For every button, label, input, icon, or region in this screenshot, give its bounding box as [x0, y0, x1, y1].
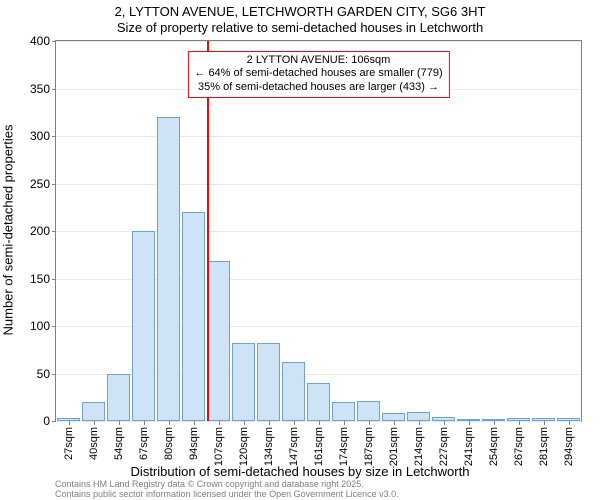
bar	[307, 383, 331, 421]
x-tick-mark	[294, 421, 295, 425]
bar	[207, 261, 231, 421]
x-tick-label: 80sqm	[163, 427, 175, 460]
y-tick-label: 250	[30, 177, 50, 191]
y-tick-mark	[52, 41, 56, 42]
bar	[132, 231, 156, 421]
x-tick-mark	[144, 421, 145, 425]
plot-area: 05010015020025030035040027sqm40sqm54sqm6…	[55, 40, 582, 422]
y-tick-label: 100	[30, 319, 50, 333]
bar	[332, 402, 356, 421]
footer-attribution: Contains HM Land Registry data © Crown c…	[55, 480, 399, 500]
x-tick-label: 67sqm	[138, 427, 150, 460]
bar	[257, 343, 281, 421]
x-tick-label: 214sqm	[413, 427, 425, 466]
footer-line-2: Contains public sector information licen…	[55, 490, 399, 500]
bar	[82, 402, 106, 421]
y-tick-label: 50	[37, 367, 50, 381]
reference-line	[207, 41, 209, 421]
x-tick-label: 174sqm	[338, 427, 350, 466]
x-tick-label: 107sqm	[213, 427, 225, 466]
y-tick-label: 400	[30, 34, 50, 48]
bar	[107, 374, 131, 422]
x-tick-label: 201sqm	[388, 427, 400, 466]
x-tick-label: 187sqm	[363, 427, 375, 466]
x-tick-mark	[569, 421, 570, 425]
bar	[157, 117, 181, 421]
y-tick-mark	[52, 184, 56, 185]
x-tick-label: 94sqm	[188, 427, 200, 460]
x-tick-label: 294sqm	[563, 427, 575, 466]
annotation-line: ← 64% of semi-detached houses are smalle…	[194, 67, 442, 81]
y-tick-mark	[52, 231, 56, 232]
x-tick-mark	[69, 421, 70, 425]
bar	[232, 343, 256, 421]
y-tick-mark	[52, 279, 56, 280]
x-tick-mark	[169, 421, 170, 425]
x-tick-mark	[544, 421, 545, 425]
x-tick-mark	[344, 421, 345, 425]
x-tick-label: 227sqm	[438, 427, 450, 466]
annotation-line: 35% of semi-detached houses are larger (…	[194, 81, 442, 95]
x-tick-label: 241sqm	[463, 427, 475, 466]
y-tick-label: 0	[43, 414, 50, 428]
x-tick-mark	[394, 421, 395, 425]
annotation-box: 2 LYTTON AVENUE: 106sqm← 64% of semi-det…	[187, 51, 449, 98]
x-axis-label: Distribution of semi-detached houses by …	[0, 464, 600, 479]
y-tick-mark	[52, 89, 56, 90]
y-tick-label: 200	[30, 224, 50, 238]
x-tick-mark	[444, 421, 445, 425]
x-tick-label: 120sqm	[238, 427, 250, 466]
x-tick-mark	[244, 421, 245, 425]
x-tick-label: 134sqm	[263, 427, 275, 466]
x-tick-mark	[219, 421, 220, 425]
x-tick-label: 267sqm	[513, 427, 525, 466]
x-tick-label: 54sqm	[113, 427, 125, 460]
x-tick-mark	[469, 421, 470, 425]
x-tick-mark	[94, 421, 95, 425]
x-tick-label: 254sqm	[488, 427, 500, 466]
x-tick-mark	[519, 421, 520, 425]
chart-subtitle: Size of property relative to semi-detach…	[0, 20, 600, 36]
y-tick-mark	[52, 421, 56, 422]
y-tick-label: 350	[30, 82, 50, 96]
x-tick-mark	[369, 421, 370, 425]
y-tick-mark	[52, 326, 56, 327]
y-tick-label: 300	[30, 129, 50, 143]
gridline	[56, 41, 581, 42]
y-tick-mark	[52, 374, 56, 375]
annotation-line: 2 LYTTON AVENUE: 106sqm	[194, 54, 442, 68]
x-tick-mark	[194, 421, 195, 425]
chart-title: 2, LYTTON AVENUE, LETCHWORTH GARDEN CITY…	[0, 4, 600, 20]
y-tick-mark	[52, 136, 56, 137]
x-tick-mark	[419, 421, 420, 425]
x-tick-mark	[319, 421, 320, 425]
x-tick-mark	[494, 421, 495, 425]
bar	[182, 212, 206, 421]
x-tick-label: 40sqm	[88, 427, 100, 460]
chart-container: 2, LYTTON AVENUE, LETCHWORTH GARDEN CITY…	[0, 0, 600, 500]
x-tick-mark	[269, 421, 270, 425]
x-tick-label: 147sqm	[288, 427, 300, 466]
y-tick-label: 150	[30, 272, 50, 286]
gridline	[56, 184, 581, 185]
bar	[282, 362, 306, 421]
x-tick-label: 27sqm	[63, 427, 75, 460]
bar	[357, 401, 381, 421]
y-axis-label: Number of semi-detached properties	[1, 125, 16, 336]
gridline	[56, 136, 581, 137]
x-tick-label: 161sqm	[313, 427, 325, 466]
bar	[382, 413, 406, 421]
x-tick-mark	[119, 421, 120, 425]
x-tick-label: 281sqm	[538, 427, 550, 466]
bar	[407, 412, 431, 422]
